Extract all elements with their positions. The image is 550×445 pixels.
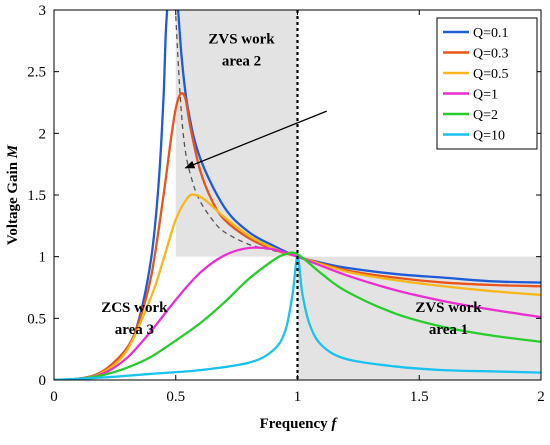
legend-label: Q=10 xyxy=(473,129,505,144)
legend: Q=0.1 Q=0.3 Q=0.5 Q=1 Q=2 Q=10 xyxy=(436,17,538,150)
y-tick-label: 2 xyxy=(39,126,47,142)
y-tick-label: 3 xyxy=(39,3,47,19)
region-label-line: ZVS work xyxy=(415,300,482,316)
y-tick-label: 2.5 xyxy=(27,65,46,81)
legend-label: Q=0.3 xyxy=(473,47,509,62)
x-tick-label: 1 xyxy=(294,389,302,405)
y-tick-label: 0.5 xyxy=(27,311,46,327)
shaded-regions xyxy=(175,10,541,380)
legend-label: Q=0.1 xyxy=(473,26,509,41)
x-axis-variable: f xyxy=(331,416,338,432)
x-tick-label: 0.5 xyxy=(166,389,185,405)
legend-label: Q=1 xyxy=(473,88,498,103)
x-tick-label: 0 xyxy=(50,389,58,405)
series-line-q-1 xyxy=(54,246,541,380)
x-tick-label: 1.5 xyxy=(410,389,429,405)
region-label-2: ZCS work area 3 xyxy=(101,300,168,338)
tick-labels: 0 0.5 1 1.5 2 0 0.5 1 1.5 2 2.5 3 xyxy=(27,3,545,405)
region-label-line: area 1 xyxy=(429,322,468,338)
y-axis-variable: M xyxy=(5,144,21,159)
series-line-q-2 xyxy=(54,251,541,380)
y-axis-title-text: Voltage Gain xyxy=(5,161,21,245)
y-tick-label: 1 xyxy=(39,250,47,266)
region-label-line: ZVS work xyxy=(208,31,275,47)
region-label-1: ZVS work area 2 xyxy=(208,31,275,69)
boundary-dashed-curve xyxy=(175,16,298,258)
y-tick-label: 1.5 xyxy=(27,188,46,204)
shaded-region-1 xyxy=(175,10,298,257)
annotations: ZVS work area 2 ZCS work area 3 ZVS work area… xyxy=(101,31,482,338)
x-axis-title: Frequency f xyxy=(260,416,339,432)
y-tick-label: 0 xyxy=(39,373,47,389)
region-label-line: ZCS work xyxy=(101,300,168,316)
shaded-region-2 xyxy=(297,256,541,380)
series-line-q-0-5 xyxy=(54,193,541,380)
x-axis-title-text: Frequency xyxy=(260,416,329,432)
region-label-line: area 2 xyxy=(222,53,261,69)
plot-frame xyxy=(53,9,542,381)
region-label-line: area 3 xyxy=(115,322,154,338)
legend-label: Q=2 xyxy=(473,108,498,123)
y-axis-title: Voltage Gain M xyxy=(5,144,21,245)
series-line-q-0-3 xyxy=(54,92,541,380)
annotation-arrow xyxy=(184,110,327,169)
legend-box xyxy=(436,17,538,150)
x-tick-label: 2 xyxy=(537,389,545,405)
region-label-3: ZVS work area 1 xyxy=(415,300,482,338)
legend-label: Q=0.5 xyxy=(473,67,509,82)
